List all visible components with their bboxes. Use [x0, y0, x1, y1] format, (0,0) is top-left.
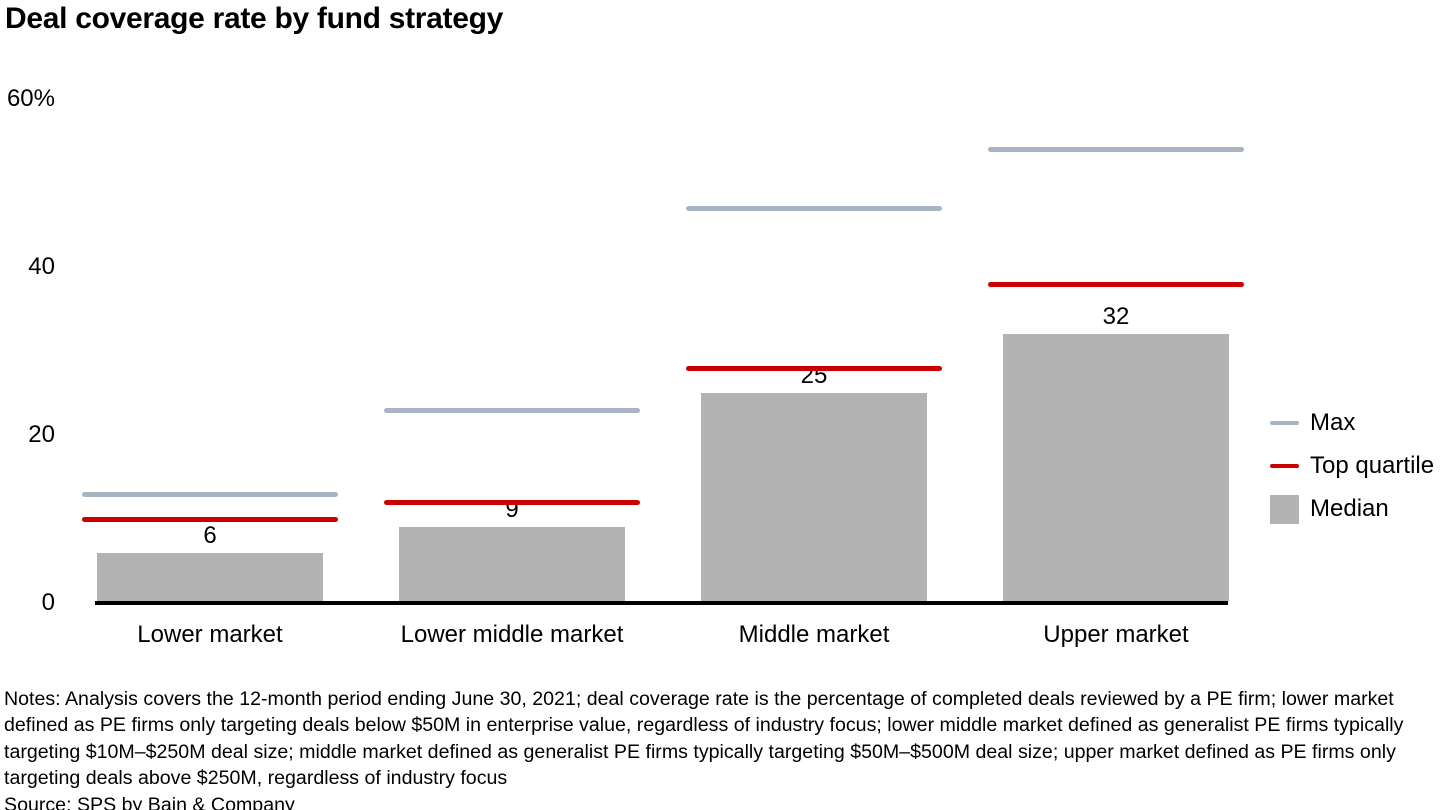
source-text: Source: SPS by Bain & Company — [4, 793, 295, 810]
chart-legend: Max Top quartile Median — [1270, 409, 1434, 538]
top-quartile-line-marker — [384, 500, 640, 505]
category-label: Lower market — [137, 621, 283, 648]
chart-footer: Notes: Analysis covers the 12-month peri… — [4, 686, 1432, 810]
median-bar — [97, 553, 323, 601]
y-axis-tick-label: 20 — [28, 421, 55, 448]
legend-label-top-quartile: Top quartile — [1310, 452, 1435, 479]
bar-value-label: 32 — [1102, 303, 1130, 330]
y-axis-tick-label: 40 — [28, 253, 55, 280]
median-bar — [701, 393, 927, 601]
legend-label-max: Max — [1310, 409, 1356, 436]
max-line-marker — [988, 147, 1244, 152]
top-quartile-line-marker — [988, 282, 1244, 287]
legend-item-top-quartile: Top quartile — [1270, 452, 1434, 480]
max-line-swatch — [1270, 421, 1299, 425]
legend-item-median: Median — [1270, 494, 1434, 524]
y-axis-tick-label: 60% — [6, 85, 55, 112]
max-line-marker — [82, 492, 338, 497]
median-bar — [399, 527, 625, 601]
chart-title: Deal coverage rate by fund strategy — [5, 2, 504, 35]
x-axis-line — [95, 601, 1228, 605]
max-line-marker — [686, 206, 942, 211]
max-line-marker — [384, 408, 640, 413]
legend-item-max: Max — [1270, 409, 1434, 437]
category-label: Middle market — [738, 621, 890, 648]
bar-value-label: 6 — [203, 522, 217, 549]
top-quartile-line-swatch — [1270, 464, 1299, 468]
notes-text: Notes: Analysis covers the 12-month peri… — [4, 688, 1404, 790]
top-quartile-line-marker — [82, 517, 338, 522]
legend-label-median: Median — [1310, 495, 1389, 522]
bar-chart-plot-area: 0 20 40 60% 6 Lower market 9 Lower middle marke… — [6, 85, 1244, 648]
median-bar — [1003, 334, 1229, 601]
category-label: Lower middle market — [400, 621, 624, 648]
median-bar-swatch — [1270, 494, 1299, 524]
category-label: Upper market — [1043, 621, 1189, 648]
y-axis-tick-label: 0 — [41, 589, 55, 616]
top-quartile-line-marker — [686, 366, 942, 371]
